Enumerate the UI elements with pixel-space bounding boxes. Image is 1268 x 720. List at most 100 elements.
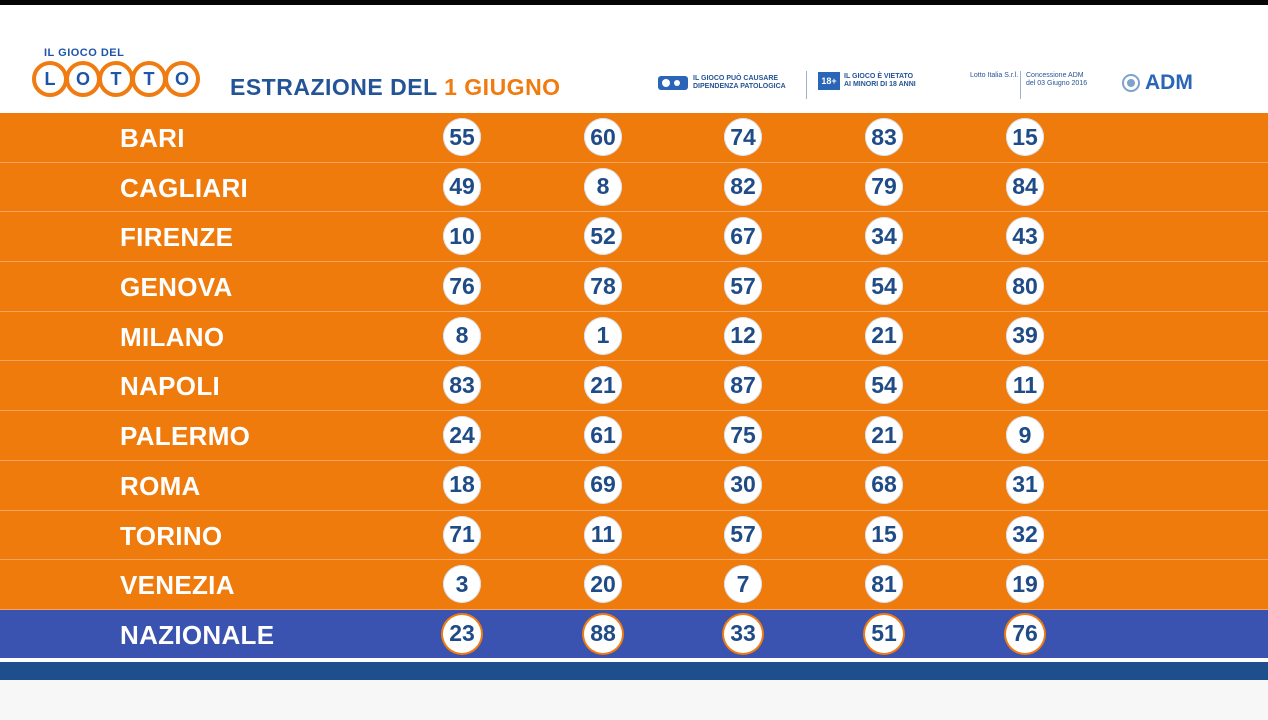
number-ball: 7 — [724, 565, 762, 604]
number-ball: 78 — [584, 267, 622, 306]
age-badge: 18+ — [818, 72, 840, 90]
logo-ball: T — [131, 61, 167, 97]
number-ball: 3 — [443, 565, 481, 604]
number-ball: 80 — [1006, 267, 1044, 306]
number-ball: 18 — [443, 465, 481, 504]
adm-text: ADM — [1145, 71, 1193, 94]
page-title: ESTRAZIONE DEL 1 GIUGNO — [230, 74, 561, 101]
number-ball: 76 — [443, 267, 481, 306]
logo-ball: L — [32, 61, 68, 97]
draw-row: FIRENZE 10 52 67 34 43 — [0, 212, 1268, 263]
number-ball: 61 — [584, 416, 622, 455]
number-ball: 34 — [865, 217, 903, 256]
number-ball: 52 — [584, 217, 622, 256]
number-ball: 55 — [443, 118, 481, 156]
draw-row: VENEZIA 3 20 7 81 19 — [0, 560, 1268, 610]
minors-notice: 18+ IL GIOCO È VIETATO AI MINORI DI 18 A… — [818, 72, 916, 90]
number-ball: 57 — [724, 515, 762, 554]
header: IL GIOCO DEL L O T T O ESTRAZIONE DEL 1 … — [0, 5, 1268, 113]
number-ball: 81 — [865, 565, 903, 604]
number-ball: 8 — [443, 316, 481, 355]
city-name: NAPOLI — [120, 371, 221, 402]
title-date: 1 GIUGNO — [444, 74, 561, 100]
draw-row: GENOVA 76 78 57 54 80 — [0, 262, 1268, 312]
city-name: ROMA — [120, 470, 201, 501]
gambling-line-1: IL GIOCO PUÒ CAUSARE — [693, 75, 779, 82]
number-ball: 20 — [584, 565, 622, 604]
gambling-line-2: DIPENDENZA PATOLOGICA — [693, 83, 786, 90]
draw-row: NAPOLI 83 21 87 54 11 — [0, 361, 1268, 412]
city-name: MILANO — [120, 321, 225, 352]
number-ball: 83 — [443, 366, 481, 405]
city-name: VENEZIA — [120, 570, 235, 601]
draw-row: ROMA 18 69 30 68 31 — [0, 460, 1268, 511]
concession-notice: Concessione ADM del 03 Giugno 2016 — [1022, 72, 1087, 88]
number-ball: 21 — [584, 366, 622, 405]
number-ball: 54 — [865, 267, 903, 306]
number-ball: 8 — [584, 167, 622, 206]
number-ball: 82 — [724, 167, 762, 206]
number-ball: 12 — [724, 316, 762, 355]
logo-balls: L O T T O — [32, 61, 200, 97]
number-ball: 1 — [584, 316, 622, 355]
footer-bar — [0, 662, 1268, 680]
number-ball: 10 — [443, 217, 481, 256]
number-ball: 67 — [724, 217, 762, 256]
minors-line-1: IL GIOCO È VIETATO — [844, 73, 914, 80]
number-ball: 69 — [584, 465, 622, 504]
city-name: BARI — [120, 123, 185, 153]
divider — [1020, 71, 1021, 99]
adm-logo: ADM — [1122, 71, 1193, 95]
logo-top-text: IL GIOCO DEL — [44, 47, 125, 59]
number-ball: 75 — [724, 416, 762, 455]
gambling-icon — [658, 76, 688, 90]
footer-area — [0, 680, 1268, 720]
footer-gap — [0, 658, 1268, 662]
number-ball: 33 — [724, 614, 762, 653]
number-ball: 88 — [584, 614, 622, 653]
number-ball: 57 — [724, 267, 762, 306]
number-ball: 83 — [865, 118, 903, 156]
number-ball: 84 — [1006, 167, 1044, 206]
draw-row: BARI 55 60 74 83 15 — [0, 113, 1268, 163]
minors-line-2: AI MINORI DI 18 ANNI — [844, 81, 916, 88]
number-ball: 87 — [724, 366, 762, 405]
lotto-italia-notice: Lotto Italia S.r.l. — [966, 72, 1018, 80]
number-ball: 24 — [443, 416, 481, 455]
number-ball: 31 — [1006, 465, 1044, 504]
draw-row: TORINO 71 11 57 15 32 — [0, 510, 1268, 561]
draw-row: CAGLIARI 49 8 82 79 84 — [0, 162, 1268, 213]
draw-row: MILANO 8 1 12 21 39 — [0, 311, 1268, 362]
adm-emblem-icon — [1122, 74, 1140, 92]
number-ball: 71 — [443, 515, 481, 554]
number-ball: 19 — [1006, 565, 1044, 604]
concession-line-1: Concessione ADM — [1026, 72, 1084, 79]
lotto-italia-text: Lotto Italia S.r.l. — [970, 72, 1019, 79]
city-name: TORINO — [120, 520, 223, 551]
number-ball: 32 — [1006, 515, 1044, 554]
number-ball: 21 — [865, 416, 903, 455]
number-ball: 43 — [1006, 217, 1044, 256]
city-name: PALERMO — [120, 421, 251, 452]
divider — [806, 71, 807, 99]
number-ball: 11 — [1006, 366, 1044, 405]
city-name: CAGLIARI — [120, 172, 249, 203]
logo-ball: T — [98, 61, 134, 97]
gambling-notice: IL GIOCO PUÒ CAUSARE DIPENDENZA PATOLOGI… — [657, 72, 786, 94]
nazionale-row: NAZIONALE 23 88 33 51 76 — [0, 609, 1268, 658]
logo-ball: O — [65, 61, 101, 97]
number-ball: 76 — [1006, 614, 1044, 653]
number-ball: 9 — [1006, 416, 1044, 455]
top-frame-border — [0, 0, 1268, 5]
results-table: BARI 55 60 74 83 15 CAGLIARI 49 8 82 79 … — [0, 113, 1268, 658]
lotto-logo: IL GIOCO DEL L O T T O — [32, 47, 200, 107]
city-name: GENOVA — [120, 272, 233, 303]
number-ball: 54 — [865, 366, 903, 405]
number-ball: 11 — [584, 515, 622, 554]
city-name: NAZIONALE — [120, 619, 275, 650]
city-name: FIRENZE — [120, 222, 234, 253]
concession-line-2: del 03 Giugno 2016 — [1026, 80, 1088, 87]
number-ball: 15 — [1006, 118, 1044, 156]
number-ball: 15 — [865, 515, 903, 554]
number-ball: 68 — [865, 465, 903, 504]
